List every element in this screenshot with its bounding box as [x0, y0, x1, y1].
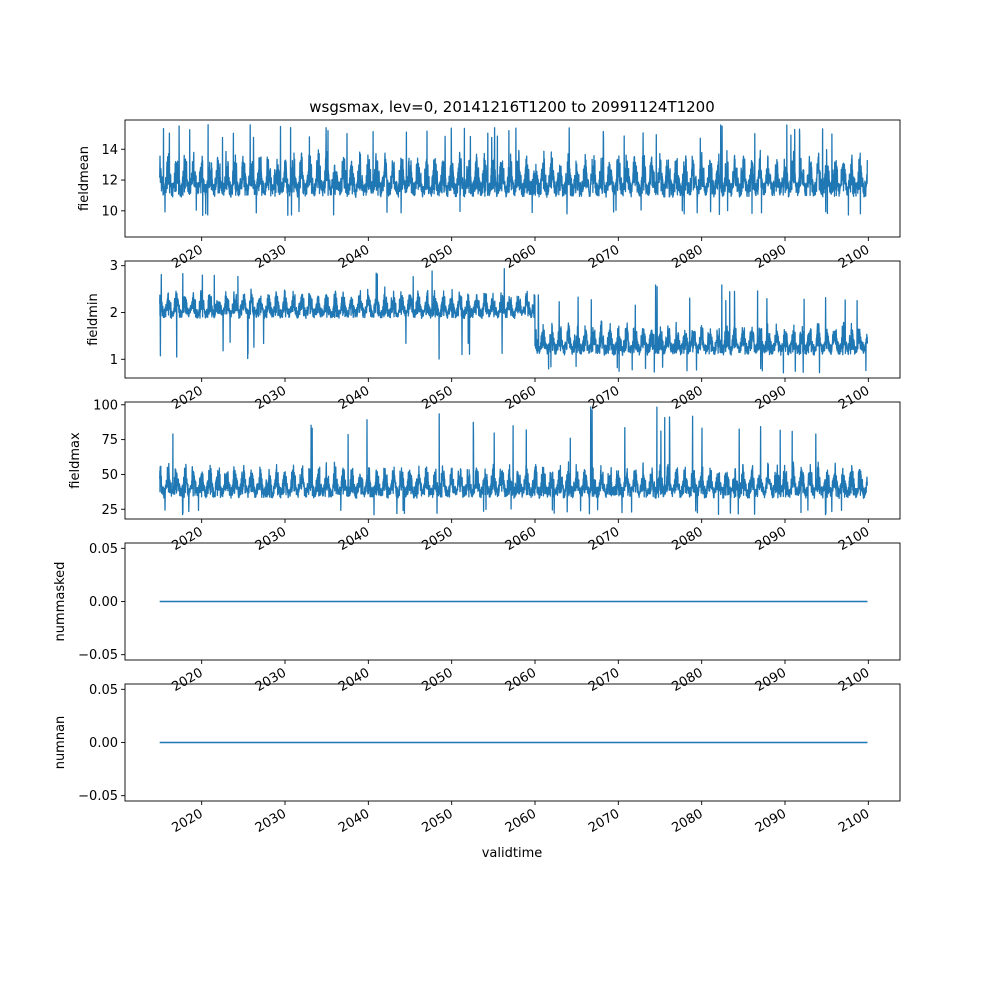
x-tick-label: 2100 — [836, 524, 872, 554]
y-tick-label: −0.05 — [78, 789, 118, 804]
x-tick-label: 2030 — [253, 665, 289, 695]
x-tick-label: 2100 — [836, 665, 872, 695]
series-line-fieldmin — [159, 268, 869, 374]
x-tick-label: 2020 — [170, 383, 206, 413]
y-tick-label: 14 — [101, 143, 118, 158]
x-tick-label: 2070 — [586, 806, 622, 836]
x-tick-label: 2030 — [253, 524, 289, 554]
y-tick-label: 25 — [101, 503, 118, 518]
panel-fieldmean: 10 12 14 2020 2030 2040 2050 2060 2070 2080 2090 21… — [77, 119, 901, 272]
x-tick-label: 2020 — [170, 524, 206, 554]
panel-fieldmax: 25 50 75 100 2020 2030 2040 2050 2060 2070 2080 209… — [68, 398, 901, 554]
x-tick-label: 2050 — [420, 242, 456, 272]
axes-frame — [124, 119, 901, 238]
x-tick-label: 2060 — [503, 383, 539, 413]
y-axis-label: fieldmin — [86, 293, 101, 346]
y-axis-label: fieldmax — [68, 432, 83, 489]
y-axis-label: nummasked — [53, 562, 68, 642]
x-tick-label: 2060 — [503, 242, 539, 272]
panel-numnan: −0.05 0.00 0.05 2020 2030 2040 2050 2060 2070 208… — [53, 683, 901, 836]
x-tick-label: 2100 — [836, 242, 872, 272]
panel-fieldmin: 1 2 3 2020 2030 2040 2050 2060 2070 2080 2090 2100 f… — [86, 259, 901, 413]
x-tick-label: 2060 — [503, 806, 539, 836]
x-tick-label: 2080 — [670, 524, 706, 554]
x-tick-label: 2060 — [503, 524, 539, 554]
x-tick-label: 2090 — [753, 383, 789, 413]
x-tick-label: 2100 — [836, 383, 872, 413]
x-tick-label: 2040 — [336, 665, 372, 695]
y-axis-label: fieldmean — [77, 146, 92, 211]
y-tick-label: 75 — [101, 433, 118, 448]
x-tick-label: 2070 — [586, 383, 622, 413]
x-tick-label: 2100 — [836, 806, 872, 836]
x-tick-label: 2040 — [336, 383, 372, 413]
y-tick-label: 50 — [101, 468, 118, 483]
x-tick-label: 2080 — [670, 665, 706, 695]
series-line-fieldmean — [159, 124, 868, 217]
x-tick-label: 2050 — [420, 383, 456, 413]
x-tick-label: 2040 — [336, 524, 372, 554]
x-tick-label: 2080 — [670, 242, 706, 272]
x-tick-label: 2090 — [753, 665, 789, 695]
x-tick-label: 2070 — [586, 242, 622, 272]
x-tick-label: 2020 — [170, 242, 206, 272]
x-tick-label: 2020 — [170, 665, 206, 695]
x-tick-label: 2070 — [586, 524, 622, 554]
y-tick-label: 100 — [93, 398, 118, 413]
x-tick-label: 2050 — [420, 665, 456, 695]
y-tick-label: 2 — [110, 306, 118, 321]
y-tick-label: 0.05 — [89, 683, 118, 698]
y-tick-label: 1 — [110, 353, 118, 368]
x-tick-label: 2070 — [586, 665, 622, 695]
x-tick-label: 2040 — [336, 242, 372, 272]
axes-frame — [124, 401, 901, 520]
x-tick-label: 2060 — [503, 665, 539, 695]
y-axis-label: numnan — [53, 716, 68, 770]
x-tick-label: 2050 — [420, 524, 456, 554]
x-axis-label: validtime — [482, 846, 543, 861]
x-tick-label: 2080 — [670, 806, 706, 836]
x-tick-label: 2030 — [253, 242, 289, 272]
y-tick-label: 12 — [101, 174, 118, 189]
x-tick-label: 2090 — [753, 242, 789, 272]
x-tick-label: 2050 — [420, 806, 456, 836]
x-tick-label: 2030 — [253, 806, 289, 836]
y-tick-label: −0.05 — [78, 648, 118, 663]
x-tick-label: 2020 — [170, 806, 206, 836]
x-tick-label: 2030 — [253, 383, 289, 413]
x-tick-label: 2090 — [753, 524, 789, 554]
x-tick-label: 2090 — [753, 806, 789, 836]
x-tick-label: 2040 — [336, 806, 372, 836]
y-tick-label: 10 — [101, 204, 118, 219]
axes-frame — [124, 260, 901, 379]
series-line-fieldmax — [159, 406, 868, 516]
y-tick-label: 0.05 — [89, 542, 118, 557]
y-tick-label: 3 — [110, 259, 118, 274]
panel-nummasked: −0.05 0.00 0.05 2020 2030 2040 2050 2060 2070 208… — [53, 542, 901, 695]
chart-title: wsgsmax, lev=0, 20141216T1200 to 2099112… — [309, 98, 715, 116]
x-tick-label: 2080 — [670, 383, 706, 413]
y-tick-label: 0.00 — [89, 595, 118, 610]
y-tick-label: 0.00 — [89, 736, 118, 751]
